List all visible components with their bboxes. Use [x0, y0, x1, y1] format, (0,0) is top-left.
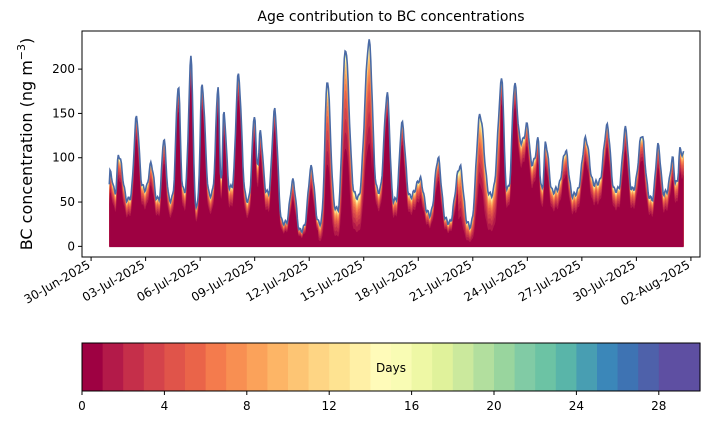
plot-frame — [81, 30, 701, 258]
colorbar-cell — [514, 343, 536, 391]
colorbar-tick-label: 16 — [404, 399, 419, 413]
colorbar-cell — [576, 343, 598, 391]
age-band-0-days — [109, 84, 684, 247]
colorbar-ticks: 0 4 8 12 16 20 24 28 — [78, 391, 666, 413]
colorbar-cell — [391, 343, 413, 391]
y-tick-label: 50 — [60, 195, 75, 209]
colorbar-cells — [82, 343, 701, 391]
y-tick-label: 0 — [67, 239, 75, 253]
colorbar-cell — [452, 343, 474, 391]
colorbar-frame — [81, 342, 701, 392]
colorbar-cell — [597, 343, 619, 391]
colorbar-tick-label: 24 — [569, 399, 584, 413]
colorbar-tick-label: 8 — [243, 399, 251, 413]
colorbar-cell — [82, 343, 104, 391]
colorbar-cell — [555, 343, 577, 391]
colorbar: Days 0 4 8 12 16 20 24 28 — [78, 342, 701, 413]
colorbar-cell — [164, 343, 186, 391]
colorbar-cell — [617, 343, 639, 391]
colorbar-cell — [411, 343, 433, 391]
x-axis: 30-Jun-202503-Jul-202506-Jul-202509-Jul-… — [22, 257, 692, 308]
colorbar-cell — [329, 343, 351, 391]
colorbar-tick-label: 4 — [161, 399, 169, 413]
age-bands — [109, 39, 684, 248]
y-axis-label-close: ) — [17, 38, 36, 44]
colorbar-cell — [349, 343, 371, 391]
y-tick-label: 200 — [52, 62, 75, 76]
colorbar-cell — [494, 343, 516, 391]
colorbar-tick-label: 0 — [78, 399, 86, 413]
colorbar-cell — [205, 343, 227, 391]
colorbar-cell — [308, 343, 330, 391]
colorbar-cell — [658, 343, 680, 391]
colorbar-cell — [473, 343, 495, 391]
colorbar-tick-label: 20 — [486, 399, 501, 413]
colorbar-cell — [638, 343, 660, 391]
colorbar-cell — [267, 343, 289, 391]
y-axis: 0 50 100 150 200 — [52, 62, 82, 253]
y-tick-label: 100 — [52, 151, 75, 165]
colorbar-cell — [143, 343, 165, 391]
colorbar-cell — [102, 343, 124, 391]
colorbar-cell — [535, 343, 557, 391]
colorbar-cell — [226, 343, 248, 391]
colorbar-cell — [370, 343, 392, 391]
colorbar-cell — [123, 343, 145, 391]
colorbar-cell — [679, 343, 701, 391]
y-axis-label-superscript: −3 — [15, 44, 28, 60]
plot-area — [81, 30, 701, 258]
x-tick-label: 30-Jun-2025 — [22, 257, 93, 306]
total-bc-line — [108, 39, 685, 235]
colorbar-label: Days — [376, 361, 406, 375]
y-tick-label: 150 — [52, 106, 75, 120]
y-axis-label: BC concentration (ng m−3) — [15, 38, 36, 251]
chart-title: Age contribution to BC concentrations — [257, 9, 524, 25]
colorbar-cell — [288, 343, 310, 391]
y-axis-label-text: BC concentration (ng m — [17, 60, 36, 250]
colorbar-cell — [185, 343, 207, 391]
colorbar-tick-label: 28 — [651, 399, 666, 413]
colorbar-cell — [246, 343, 268, 391]
colorbar-cell — [432, 343, 454, 391]
colorbar-tick-label: 12 — [322, 399, 337, 413]
